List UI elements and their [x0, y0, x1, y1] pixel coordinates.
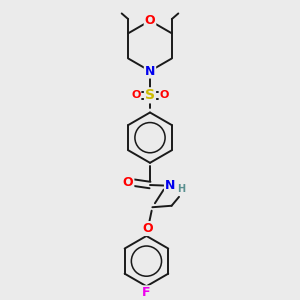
Text: F: F [142, 286, 151, 299]
Text: O: O [123, 176, 134, 189]
Text: S: S [145, 88, 155, 102]
Text: N: N [165, 178, 175, 191]
Text: O: O [131, 90, 140, 100]
Text: H: H [177, 184, 185, 194]
Text: N: N [145, 64, 155, 77]
Text: O: O [142, 222, 153, 235]
Text: O: O [145, 14, 155, 27]
Text: O: O [160, 90, 169, 100]
